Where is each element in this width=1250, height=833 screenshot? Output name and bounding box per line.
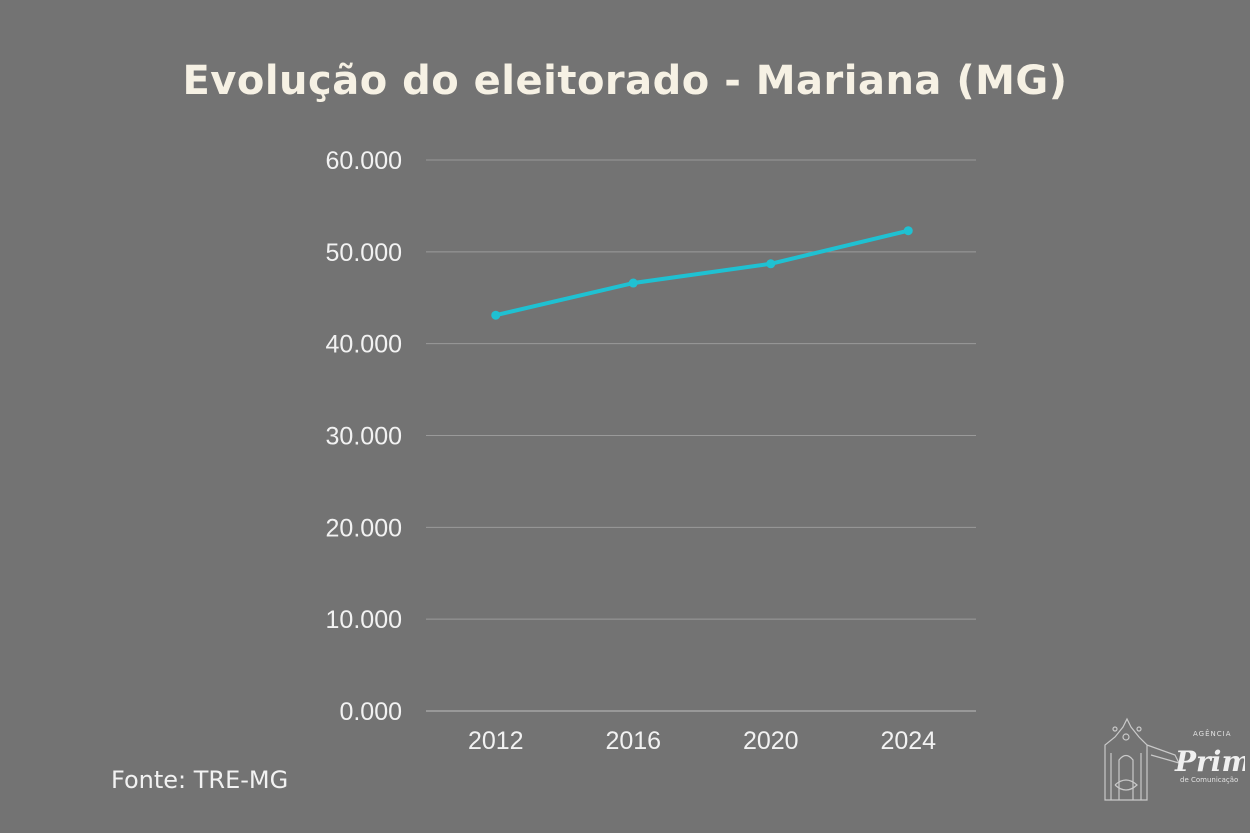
x-tick-label: 2012 — [468, 727, 524, 755]
x-tick-label: 2020 — [743, 727, 799, 755]
data-point-2016 — [628, 278, 638, 288]
data-point-2024 — [903, 226, 913, 236]
y-tick-label: 10.000 — [326, 606, 402, 634]
data-point-2012 — [491, 310, 501, 320]
logo-bottom: de Comunicação — [1180, 776, 1238, 784]
logo-top: AGÊNCIA — [1193, 729, 1232, 738]
series-line — [495, 228, 909, 318]
y-tick-label: 40.000 — [326, 331, 402, 359]
x-tick-label: 2024 — [880, 727, 936, 755]
y-tick-label: 50.000 — [326, 239, 402, 267]
logo-name: Primaz — [1174, 745, 1245, 778]
chart-title: Evolução do eleitorado - Mariana (MG) — [182, 58, 1068, 104]
agencia-primaz-logo: Primaz AGÊNCIA de Comunicação — [1104, 717, 1245, 801]
source-note: Fonte: TRE-MG — [111, 766, 289, 794]
y-tick-label: 0.000 — [339, 698, 402, 726]
y-tick-label: 20.000 — [326, 514, 402, 542]
data-point-2020 — [766, 259, 776, 269]
y-tick-label: 30.000 — [326, 423, 402, 451]
y-tick-label: 60.000 — [326, 147, 402, 175]
x-tick-label: 2016 — [605, 727, 661, 755]
